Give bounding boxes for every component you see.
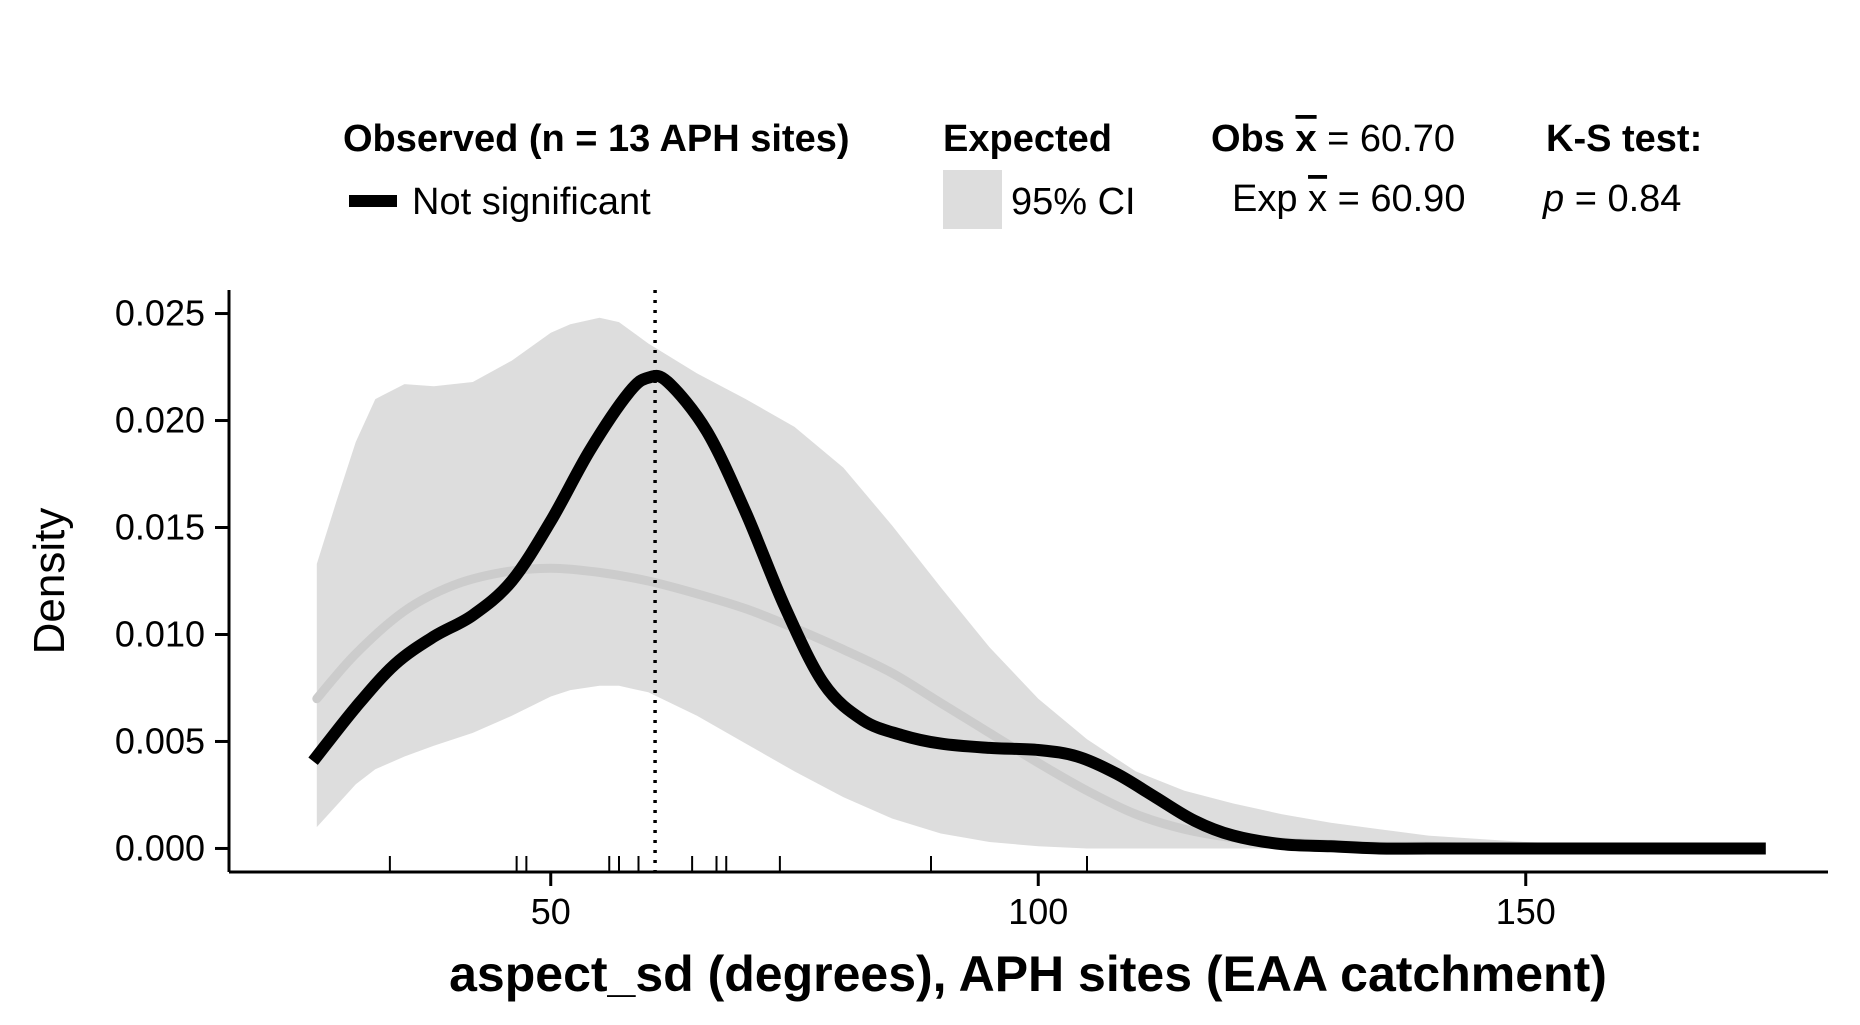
- ks-p-symbol: p: [1542, 178, 1564, 220]
- x-tick-label: 100: [1008, 891, 1068, 932]
- ci-band: [316, 317, 1721, 849]
- y-tick-label: 0.005: [115, 720, 205, 761]
- y-tick-label: 0.020: [115, 400, 205, 441]
- rug-layer: [388, 856, 1088, 872]
- ci-band-layer: [316, 317, 1721, 849]
- y-tick-label: 0.025: [115, 293, 205, 334]
- legend-ci-key: [943, 170, 1002, 229]
- legend-ci-item: 95% CI: [1011, 181, 1136, 223]
- obs-mean-prefix: Obs: [1211, 118, 1295, 160]
- x-tick-label: 50: [531, 891, 571, 932]
- y-tick-label: 0.010: [115, 613, 205, 654]
- legend-expected-title: Expected: [943, 118, 1112, 160]
- legend-observed-title: Observed (n = 13 APH sites): [343, 118, 850, 160]
- obs-mean-value: = 60.70: [1317, 118, 1455, 160]
- observed-density-line: [308, 369, 1766, 855]
- x-axis-title: aspect_sd (degrees), APH sites (EAA catc…: [449, 946, 1607, 1002]
- legend-observed-key: [349, 195, 397, 207]
- legend: Observed (n = 13 APH sites) Not signific…: [343, 118, 1702, 229]
- legend-ks-title: K-S test:: [1546, 118, 1702, 160]
- ks-p-value: = 0.84: [1564, 178, 1681, 220]
- tick-layer: 0.000 0.005 0.010 0.015 0.020 0.025 50 100 150: [115, 293, 1556, 932]
- axes: [227, 290, 1828, 874]
- exp-mean-symbol: x: [1308, 178, 1327, 220]
- exp-mean-prefix: Exp: [1232, 178, 1308, 220]
- exp-mean-value: = 60.90: [1327, 178, 1465, 220]
- legend-observed-item: Not significant: [412, 181, 651, 223]
- y-tick-label: 0.000: [115, 827, 205, 868]
- legend-exp-mean: Exp x = 60.90: [1232, 178, 1465, 220]
- obs-mean-symbol: x: [1295, 118, 1316, 160]
- observed-line-layer: [308, 369, 1766, 855]
- legend-obs-mean: Obs x = 60.70: [1211, 118, 1455, 160]
- y-axis-title: Density: [25, 508, 74, 655]
- y-tick-label: 0.015: [115, 507, 205, 548]
- legend-ks-p: p = 0.84: [1542, 178, 1681, 220]
- x-tick-label: 150: [1496, 891, 1556, 932]
